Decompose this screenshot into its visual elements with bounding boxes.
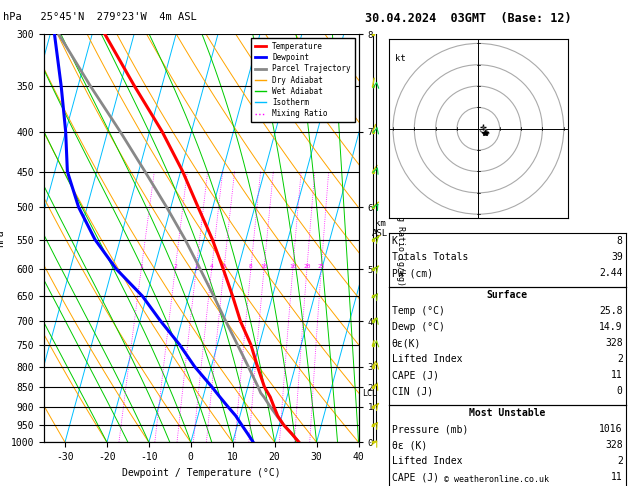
- Text: 2: 2: [617, 456, 623, 467]
- Text: © weatheronline.co.uk: © weatheronline.co.uk: [445, 474, 549, 484]
- Text: 2: 2: [617, 354, 623, 364]
- Text: CAPE (J): CAPE (J): [392, 472, 439, 483]
- Text: 2.44: 2.44: [599, 268, 623, 278]
- Text: 20: 20: [303, 264, 311, 269]
- Text: hPa   25°45'N  279°23'W  4m ASL: hPa 25°45'N 279°23'W 4m ASL: [3, 12, 197, 22]
- Text: 5: 5: [222, 264, 226, 269]
- Text: LCL: LCL: [362, 389, 377, 398]
- Text: 16: 16: [289, 264, 296, 269]
- Text: 30.04.2024  03GMT  (Base: 12): 30.04.2024 03GMT (Base: 12): [365, 12, 571, 25]
- Text: 328: 328: [605, 440, 623, 451]
- Text: 25: 25: [318, 264, 325, 269]
- X-axis label: Dewpoint / Temperature (°C): Dewpoint / Temperature (°C): [122, 468, 281, 478]
- Text: 1016: 1016: [599, 424, 623, 434]
- Text: 8: 8: [249, 264, 253, 269]
- Text: Most Unstable: Most Unstable: [469, 408, 545, 418]
- Y-axis label: hPa: hPa: [0, 229, 5, 247]
- Text: θε (K): θε (K): [392, 440, 427, 451]
- Text: Mixing Ratio (g/kg): Mixing Ratio (g/kg): [396, 191, 405, 286]
- Text: 0: 0: [617, 386, 623, 397]
- Text: Pressure (mb): Pressure (mb): [392, 424, 468, 434]
- Y-axis label: km
ASL: km ASL: [372, 219, 388, 238]
- Text: θε(K): θε(K): [392, 338, 421, 348]
- Text: 14.9: 14.9: [599, 322, 623, 332]
- Text: Lifted Index: Lifted Index: [392, 456, 462, 467]
- Text: 2: 2: [174, 264, 177, 269]
- Text: 328: 328: [605, 338, 623, 348]
- Text: Surface: Surface: [487, 290, 528, 300]
- Text: CAPE (J): CAPE (J): [392, 370, 439, 381]
- Text: 1: 1: [140, 264, 143, 269]
- Text: 25.8: 25.8: [599, 306, 623, 316]
- Text: CIN (J): CIN (J): [392, 386, 433, 397]
- Text: Lifted Index: Lifted Index: [392, 354, 462, 364]
- Text: 8: 8: [617, 236, 623, 246]
- Text: Temp (°C): Temp (°C): [392, 306, 445, 316]
- Text: kt: kt: [395, 53, 406, 63]
- Text: 3: 3: [194, 264, 198, 269]
- Text: 11: 11: [611, 370, 623, 381]
- Text: 10: 10: [260, 264, 268, 269]
- Text: K: K: [392, 236, 398, 246]
- Legend: Temperature, Dewpoint, Parcel Trajectory, Dry Adiabat, Wet Adiabat, Isotherm, Mi: Temperature, Dewpoint, Parcel Trajectory…: [251, 38, 355, 122]
- Text: 39: 39: [611, 252, 623, 262]
- Text: PW (cm): PW (cm): [392, 268, 433, 278]
- Text: Dewp (°C): Dewp (°C): [392, 322, 445, 332]
- Text: Totals Totals: Totals Totals: [392, 252, 468, 262]
- Text: 11: 11: [611, 472, 623, 483]
- Text: 4: 4: [210, 264, 213, 269]
